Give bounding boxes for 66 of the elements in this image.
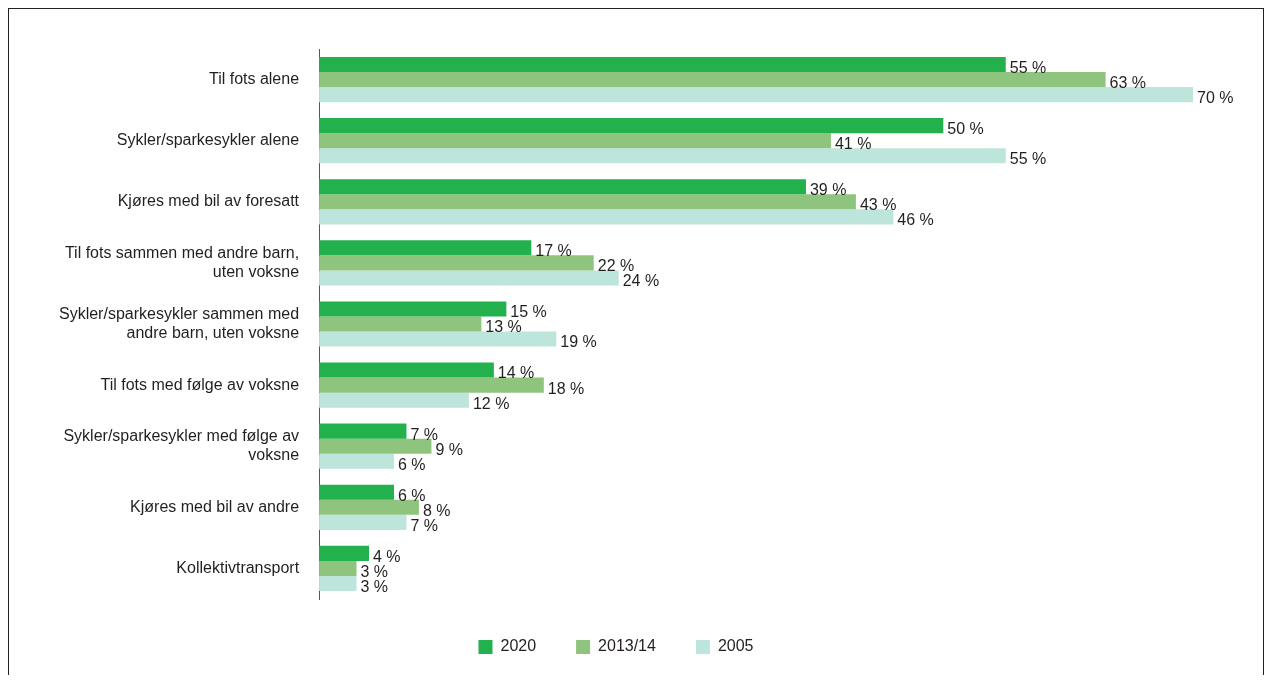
data-label: 3 % [360, 562, 389, 580]
data-label: 6 % [397, 486, 426, 504]
bar [319, 331, 557, 347]
data-label: 18 % [547, 379, 585, 397]
data-label: 15 % [510, 303, 547, 321]
data-label: 7 % [410, 516, 439, 534]
data-label: 41 % [834, 135, 872, 153]
bar [319, 301, 507, 317]
legend-label: 2013/14 [598, 637, 657, 655]
data-label: 55 % [1009, 58, 1047, 76]
data-label: 19 % [560, 333, 597, 351]
data-label: 6 % [397, 455, 426, 473]
bar [319, 87, 1193, 103]
bar [319, 499, 419, 515]
y-tick-label: Kjøres med bil av andre [130, 497, 300, 515]
bar [319, 453, 394, 469]
data-label: 12 % [472, 394, 510, 412]
bar [319, 362, 494, 378]
data-label: 7 % [410, 425, 439, 443]
bar [319, 514, 407, 530]
data-label: 70 % [1197, 89, 1234, 107]
y-tick-label: Sykler/sparkesykler alene [116, 131, 300, 149]
data-label: 24 % [622, 272, 660, 290]
data-label: 9 % [435, 440, 464, 458]
legend-label: 2020 [500, 637, 537, 655]
bar [319, 118, 944, 134]
y-tick-label: Kjøres med bil av foresatt [117, 192, 300, 210]
y-tick-label: Til fots med følge av voksne [100, 375, 300, 393]
bar [319, 148, 1006, 164]
data-label: 46 % [897, 211, 934, 229]
y-tick-label: Til fots sammen med andre barn, uten voksne [64, 243, 300, 280]
bar [319, 255, 594, 271]
bar [319, 423, 407, 439]
data-label: 4 % [373, 547, 401, 565]
data-label: 22 % [597, 257, 635, 275]
bar [319, 240, 532, 256]
data-label: 8 % [422, 501, 451, 519]
bar [319, 575, 357, 592]
bar [319, 179, 806, 195]
data-label: 63 % [1109, 73, 1147, 91]
bar [319, 438, 432, 454]
bar [319, 377, 544, 393]
bar [319, 560, 357, 576]
bar [319, 484, 394, 500]
bar [319, 392, 469, 408]
data-label: 39 % [809, 181, 847, 199]
data-label: 3 % [360, 577, 389, 595]
bar [319, 545, 370, 561]
bar [319, 209, 894, 225]
legend-label: 2005 [717, 637, 754, 655]
bar [319, 56, 1006, 73]
bar [319, 270, 619, 286]
y-tick-label: Sykler/sparkesykler med følge av voksne [63, 427, 300, 464]
y-tick-label: Kollektivtransport [176, 558, 300, 576]
bar [319, 133, 831, 149]
bar [319, 72, 1106, 88]
data-label: 13 % [485, 318, 522, 336]
bar [319, 316, 482, 332]
data-label: 17 % [535, 242, 572, 260]
data-label: 50 % [947, 120, 984, 137]
data-label: 14 % [497, 364, 535, 382]
data-label: 43 % [859, 196, 897, 214]
y-tick-label: Sykler/sparkesykler sammen med andre barn, uten voksne [58, 304, 300, 342]
bar [319, 194, 856, 210]
y-tick-label: Til fots alene [208, 69, 300, 87]
data-label: 55 % [1009, 150, 1047, 168]
